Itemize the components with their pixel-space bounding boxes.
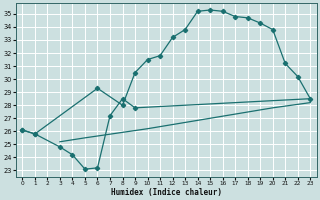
X-axis label: Humidex (Indice chaleur): Humidex (Indice chaleur) bbox=[111, 188, 222, 197]
